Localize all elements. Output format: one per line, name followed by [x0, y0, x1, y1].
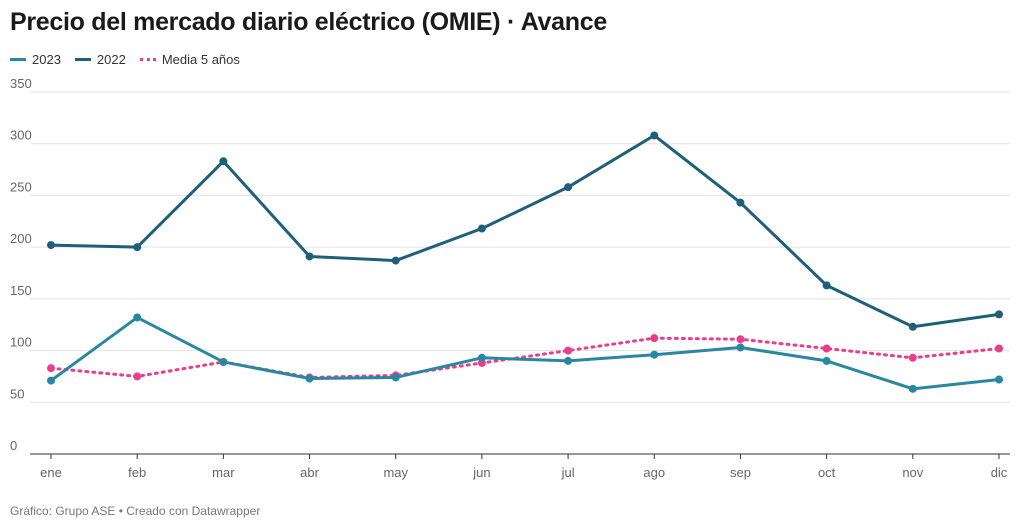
- chart-legend: 2023 2022 Media 5 años: [10, 52, 254, 67]
- point-2023-ago: [650, 350, 659, 359]
- legend-item-2023: 2023: [10, 52, 61, 67]
- point-2023-mar: [219, 357, 228, 366]
- series-line-2022: [49, 133, 1001, 329]
- point-2022-jul: [564, 183, 573, 192]
- y-tick-label-150: 150: [10, 283, 32, 298]
- y-tick-label-250: 250: [10, 179, 32, 194]
- legend-label-media: Media 5 años: [161, 52, 240, 67]
- point-media-5-a-os-ene: [47, 364, 55, 373]
- point-2022-ago: [650, 131, 659, 140]
- legend-swatch-2023: [10, 58, 26, 61]
- point-2023-abr: [305, 374, 314, 383]
- point-media-5-a-os-dic: [995, 344, 1003, 353]
- point-media-5-a-os-nov: [908, 353, 917, 362]
- point-2022-may: [391, 256, 400, 265]
- y-tick-label-100: 100: [10, 335, 32, 350]
- point-2023-sep: [736, 343, 745, 352]
- chart-title: Precio del mercado diario eléctrico (OMI…: [10, 8, 607, 36]
- x-tick-label-sep: sep: [730, 465, 751, 480]
- x-tick-label-jun: jun: [472, 465, 490, 480]
- point-media-5-a-os-ago: [650, 334, 659, 343]
- point-2023-nov: [908, 384, 917, 393]
- point-2023-jul: [564, 356, 573, 365]
- y-tick-label-0: 0: [10, 438, 17, 453]
- x-tick-label-ene: ene: [40, 465, 62, 480]
- x-tick-label-abr: abr: [300, 465, 319, 480]
- chart-footer: Gráfico: Grupo ASE • Creado con Datawrap…: [10, 504, 261, 518]
- x-tick-label-jul: jul: [561, 465, 575, 480]
- x-tick-label-dic: dic: [991, 465, 1008, 480]
- point-2022-sep: [736, 198, 745, 207]
- point-2022-dic: [995, 310, 1003, 319]
- x-tick-label-nov: nov: [902, 465, 923, 480]
- point-2023-oct: [822, 356, 831, 365]
- point-2022-oct: [822, 281, 831, 290]
- series-line-2023: [49, 315, 1001, 391]
- line-chart: 0 50 100 150 200 250 300 350 ene feb mar abr may jun j…: [10, 78, 1010, 480]
- legend-swatch-2022: [74, 58, 91, 61]
- point-2022-ene: [47, 241, 55, 250]
- point-2023-dic: [995, 375, 1003, 384]
- x-tick-label-ago: ago: [643, 465, 665, 480]
- point-2022-mar: [219, 157, 228, 166]
- point-media-5-a-os-feb: [133, 372, 142, 381]
- legend-item-2022: 2022: [74, 52, 126, 67]
- point-2023-feb: [133, 313, 142, 322]
- x-tick-label-oct: oct: [818, 465, 836, 480]
- legend-label-2023: 2023: [32, 52, 61, 67]
- point-2022-feb: [133, 243, 142, 252]
- point-2022-abr: [305, 252, 314, 261]
- point-2023-jun: [477, 353, 486, 362]
- point-media-5-a-os-jul: [564, 346, 573, 355]
- y-tick-label-200: 200: [10, 231, 32, 246]
- x-tick-label-feb: feb: [128, 465, 146, 480]
- x-tick-label-may: may: [383, 465, 408, 480]
- legend-swatch-media: [139, 58, 156, 61]
- point-media-5-a-os-sep: [736, 335, 745, 344]
- series-line-media-5-a-os: [49, 336, 1001, 379]
- point-media-5-a-os-oct: [822, 344, 831, 353]
- y-tick-label-50: 50: [10, 386, 24, 401]
- x-tick-label-mar: mar: [212, 465, 235, 480]
- point-2022-jun: [477, 224, 486, 233]
- y-tick-label-350: 350: [10, 78, 32, 91]
- point-2022-nov: [908, 322, 917, 331]
- y-tick-label-300: 300: [10, 128, 32, 143]
- legend-item-media: Media 5 años: [139, 52, 240, 67]
- legend-label-2022: 2022: [96, 52, 126, 67]
- point-2023-may: [391, 373, 400, 382]
- point-2023-ene: [47, 376, 55, 385]
